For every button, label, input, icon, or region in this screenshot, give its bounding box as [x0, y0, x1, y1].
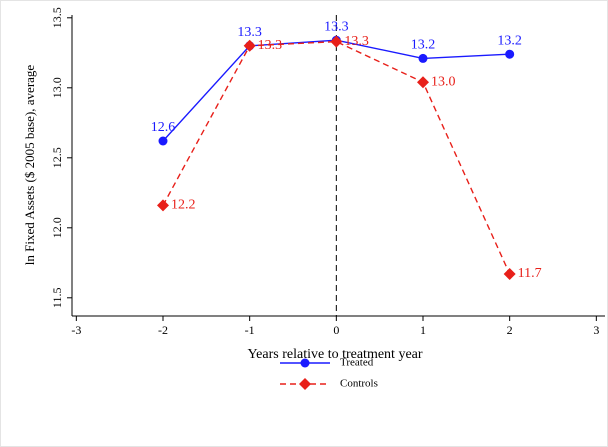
point: [505, 49, 515, 59]
y-tick-label: 12.5: [50, 147, 64, 168]
point: [330, 35, 343, 48]
series-line: [162, 40, 511, 275]
legend-label: Controls: [340, 378, 378, 390]
y-axis-label: ln Fixed Assets ($ 2005 base), average: [22, 65, 37, 266]
legend-label: Treated: [340, 357, 374, 369]
data-label: 13.3: [237, 25, 262, 40]
x-tick-label: -1: [245, 323, 255, 337]
data-label: 13.3: [344, 34, 369, 49]
x-tick-label: -2: [158, 323, 168, 337]
y-tick-label: 13.0: [50, 77, 64, 98]
x-tick-label: 0: [333, 323, 339, 337]
x-tick-label: -3: [71, 323, 81, 337]
point: [503, 268, 516, 280]
point: [157, 199, 169, 212]
data-label: 11.7: [518, 266, 542, 281]
data-label: 12.2: [171, 198, 196, 213]
y-tick-label: 11.5: [50, 288, 64, 309]
data-label: 13.0: [431, 74, 456, 89]
legend-marker: [299, 378, 311, 390]
x-tick-label: 3: [593, 323, 599, 337]
x-axis-label: Years relative to treatment year: [247, 347, 422, 362]
data-label: 13.2: [411, 38, 436, 53]
legend-marker: [300, 358, 310, 368]
x-tick-label: 1: [420, 323, 426, 337]
data-label: 12.6: [151, 120, 176, 135]
data-label: 13.2: [497, 33, 522, 48]
data-label: 13.3: [258, 38, 283, 53]
point: [418, 53, 428, 63]
data-label: 13.3: [324, 19, 349, 34]
y-tick-label: 13.5: [50, 7, 64, 28]
x-tick-label: 2: [507, 323, 513, 337]
point: [417, 76, 429, 89]
point: [158, 136, 168, 146]
point: [243, 39, 256, 52]
y-tick-label: 12.0: [50, 217, 64, 238]
